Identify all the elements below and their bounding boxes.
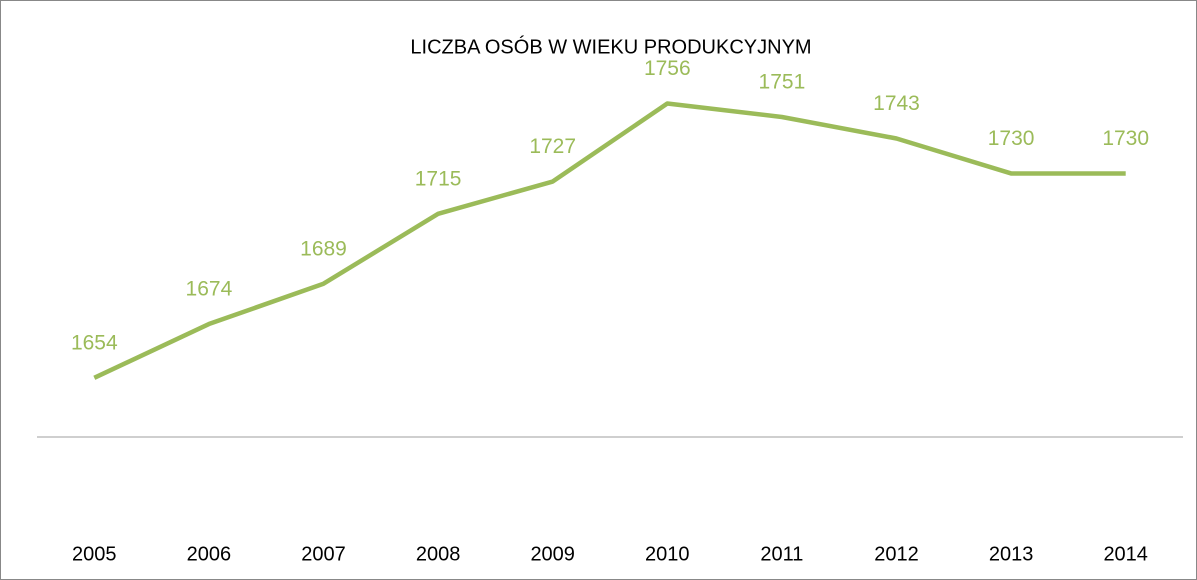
x-tick-label: 2012 [874, 543, 919, 565]
data-label: 1654 [71, 331, 118, 354]
x-tick-label: 2007 [301, 543, 346, 565]
chart-title: LICZBA OSÓB W WIEKU PRODUKCYJNYM [410, 35, 811, 58]
data-label: 1674 [186, 278, 233, 301]
x-tick-label: 2006 [187, 543, 232, 565]
data-label: 1756 [644, 57, 691, 80]
x-tick-label: 2013 [989, 543, 1034, 565]
data-label: 1727 [529, 135, 576, 158]
data-label: 1730 [988, 127, 1035, 150]
data-label: 1751 [759, 71, 806, 94]
x-tick-label: 2008 [416, 543, 461, 565]
x-tick-label: 2011 [760, 543, 803, 565]
x-tick-label: 2010 [645, 543, 690, 565]
x-tick-label: 2009 [530, 543, 575, 565]
x-tick-label: 2005 [72, 543, 117, 565]
data-label: 1689 [300, 237, 347, 260]
line [93, 101, 1126, 380]
data-label: 1730 [1102, 127, 1149, 150]
data-label: 1743 [873, 92, 920, 115]
x-tick-label: 2014 [1103, 543, 1148, 565]
data-label: 1715 [415, 167, 462, 190]
